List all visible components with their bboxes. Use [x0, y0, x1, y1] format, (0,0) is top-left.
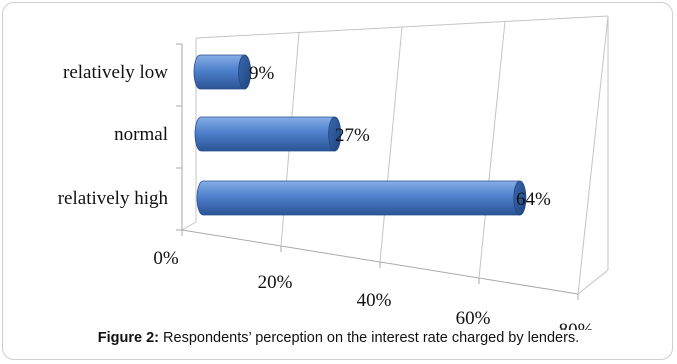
category-label: relatively low: [63, 62, 168, 83]
floor-right-edge: [577, 269, 609, 295]
bar-end-cap: [328, 116, 342, 152]
gridline: [379, 26, 403, 263]
bar-relatively-high: [196, 180, 527, 216]
category-label: normal: [114, 124, 168, 145]
labels-layer: 0% 20% 40% 60% 80% 9% relatively low 27% normal 6…: [58, 62, 594, 330]
bar-chart: 0% 20% 40% 60% 80% 9% relatively low 27% normal 6…: [58, 15, 609, 330]
bars-layer: [193, 54, 527, 216]
caption-text: Respondents’ perception on the interest …: [159, 330, 580, 346]
x-tick-label: 80%: [559, 320, 594, 330]
x-tick-label: 0%: [153, 248, 179, 269]
gridline: [478, 21, 506, 279]
x-tick-label: 60%: [456, 308, 491, 329]
bar-end-cap: [513, 180, 527, 216]
floor-left-edge: [181, 221, 197, 231]
gridline: [577, 15, 609, 295]
data-label: 27%: [335, 125, 370, 146]
bar-end-cap: [238, 54, 251, 90]
x-tick-label: 40%: [357, 290, 392, 311]
category-label: relatively high: [58, 188, 169, 209]
data-label: 9%: [249, 63, 275, 84]
x-tick-label: 20%: [258, 272, 293, 293]
caption-label: Figure 2:: [97, 330, 159, 346]
bar-normal: [194, 116, 342, 152]
data-label: 64%: [516, 189, 551, 210]
figure-caption: Figure 2: Respondents’ perception on the…: [0, 330, 677, 346]
